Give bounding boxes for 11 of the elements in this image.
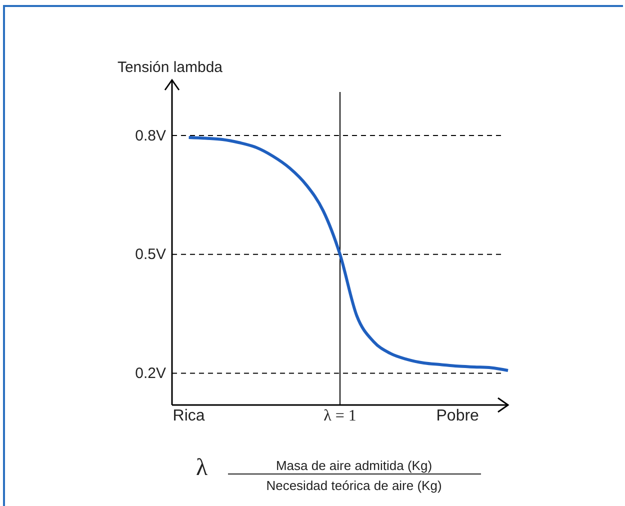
text: λ (196, 455, 208, 481)
text: Masa de aire admitida (Kg) (276, 458, 432, 473)
text: Necesidad teórica de aire (Kg) (266, 478, 442, 493)
x-tick-label: λ = 1 (324, 407, 356, 424)
x-tick-label: Pobre (436, 407, 480, 424)
y-axis-title: Tensión lambda (117, 59, 224, 76)
y-tick-label: 0.8V (135, 127, 166, 144)
line-series (187, 136, 510, 372)
y-tick-label: 0.2V (135, 365, 166, 382)
x-tick-label: Rica (172, 407, 205, 424)
y-tick-label: 0.5V (135, 246, 166, 264)
